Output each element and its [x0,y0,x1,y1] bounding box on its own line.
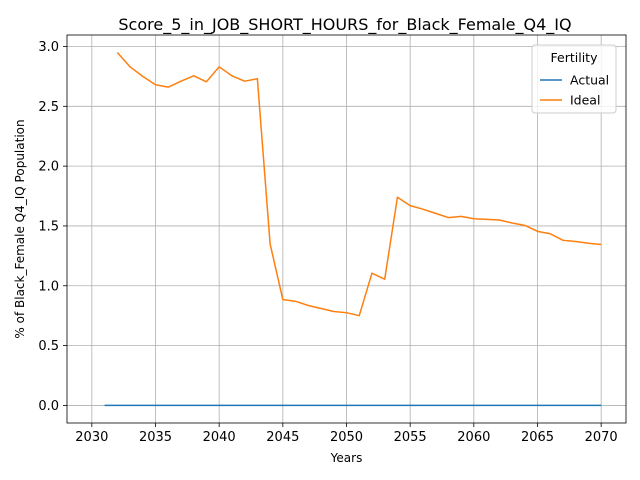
x-tick-label: 2045 [266,430,299,445]
x-axis: 2030 2035 2040 2045 2050 2055 2060 2065 2070 [75,423,618,445]
y-tick-label: 3.0 [38,40,59,55]
legend: Fertility Actual Ideal [531,44,617,114]
x-axis-label: Years [330,451,363,465]
x-tick-label: 2040 [203,430,236,445]
chart-title: Score_5_in_JOB_SHORT_HOURS_for_Black_Fem… [118,15,571,35]
series-line-ideal [116,51,602,317]
series-layer [104,51,602,407]
y-tick-label: 1.5 [38,219,59,234]
y-axis: 0.0 0.5 1.0 1.5 2.0 2.5 3.0 [38,40,67,414]
y-tick-label: 0.5 [38,339,59,354]
x-tick-label: 2065 [521,430,554,445]
y-tick-label: 2.0 [38,160,59,175]
x-tick-label: 2055 [394,430,427,445]
x-tick-label: 2060 [457,430,490,445]
legend-box [531,44,617,114]
x-tick-label: 2050 [330,430,363,445]
y-tick-label: 2.5 [38,100,59,115]
legend-label-actual: Actual [570,73,609,88]
legend-title: Fertility [551,50,599,65]
legend-items: Actual Ideal [540,73,609,108]
legend-label-ideal: Ideal [570,93,600,108]
x-tick-label: 2035 [139,430,172,445]
y-axis-label: % of Black_Female Q4_IQ Population [13,119,27,338]
x-tick-label: 2030 [75,430,108,445]
y-tick-label: 1.0 [38,279,59,294]
x-tick-label: 2070 [585,430,618,445]
y-tick-label: 0.0 [38,399,59,414]
